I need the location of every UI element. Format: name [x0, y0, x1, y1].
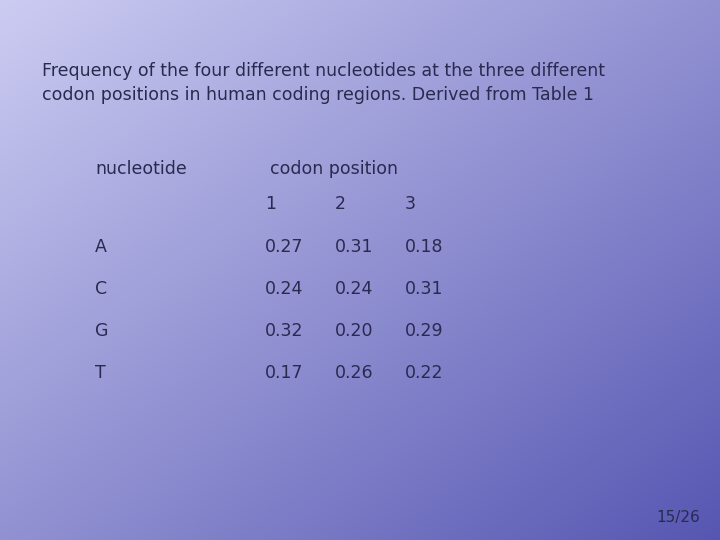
Text: codon position: codon position [270, 160, 398, 178]
Text: T: T [95, 364, 106, 382]
Text: 0.18: 0.18 [405, 238, 444, 256]
Text: 2: 2 [335, 195, 346, 213]
Text: 0.24: 0.24 [265, 280, 303, 298]
Text: 3: 3 [405, 195, 416, 213]
Text: 15/26: 15/26 [656, 510, 700, 525]
Text: 0.27: 0.27 [265, 238, 304, 256]
Text: 0.31: 0.31 [335, 238, 374, 256]
Text: 1: 1 [265, 195, 276, 213]
Text: 0.24: 0.24 [335, 280, 374, 298]
Text: G: G [95, 322, 109, 340]
Text: 0.32: 0.32 [265, 322, 304, 340]
Text: 0.29: 0.29 [405, 322, 444, 340]
Text: Frequency of the four different nucleotides at the three different: Frequency of the four different nucleoti… [42, 62, 605, 80]
Text: codon positions in human coding regions. Derived from Table 1: codon positions in human coding regions.… [42, 86, 594, 104]
Text: nucleotide: nucleotide [95, 160, 186, 178]
Text: C: C [95, 280, 107, 298]
Text: 0.17: 0.17 [265, 364, 304, 382]
Text: 0.26: 0.26 [335, 364, 374, 382]
Text: A: A [95, 238, 107, 256]
Text: 0.31: 0.31 [405, 280, 444, 298]
Text: 0.20: 0.20 [335, 322, 374, 340]
Text: 0.22: 0.22 [405, 364, 444, 382]
